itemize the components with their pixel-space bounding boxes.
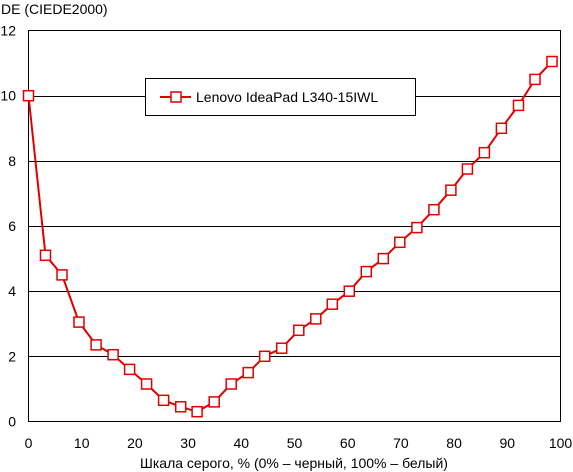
y-axis-title: DE (CIEDE2000) xyxy=(1,1,108,17)
x-tick-label: 90 xyxy=(500,435,516,451)
data-point xyxy=(495,122,508,135)
y-tick-label: 12 xyxy=(0,23,16,39)
data-point xyxy=(123,363,136,376)
y-tick-label: 6 xyxy=(8,218,16,234)
data-point xyxy=(258,350,271,363)
x-tick-label: 70 xyxy=(393,435,409,451)
series-group xyxy=(22,55,558,418)
y-tick-label: 8 xyxy=(8,153,16,169)
y-tick-labels: 0 2 4 6 8 10 12 xyxy=(0,23,16,430)
y-tick-label: 0 xyxy=(8,414,16,430)
data-point xyxy=(208,396,220,408)
x-tick-label: 80 xyxy=(446,435,462,451)
data-point xyxy=(310,313,322,325)
data-point xyxy=(242,366,254,379)
data-point xyxy=(377,252,390,265)
x-tick-label: 20 xyxy=(127,435,143,451)
data-point xyxy=(529,73,541,86)
data-point xyxy=(512,99,525,112)
data-point xyxy=(174,401,187,413)
legend-label: Lenovo IdeaPad L340-15IWL xyxy=(196,89,378,105)
data-point xyxy=(225,378,237,390)
data-point xyxy=(157,394,170,407)
data-point xyxy=(411,221,423,234)
data-point xyxy=(360,265,373,278)
data-point xyxy=(293,324,305,337)
data-point xyxy=(326,298,339,310)
data-point xyxy=(73,316,85,328)
data-point xyxy=(22,89,35,102)
x-tick-labels: 0 10 20 30 40 50 60 70 80 90 100 xyxy=(25,435,573,451)
data-point xyxy=(445,184,457,196)
x-tick-label: 50 xyxy=(287,435,303,451)
data-point xyxy=(343,285,356,297)
grid-lines xyxy=(28,96,561,357)
x-tick-label: 0 xyxy=(25,435,33,451)
data-point xyxy=(275,342,288,354)
data-point xyxy=(140,378,153,390)
data-point xyxy=(546,55,558,68)
data-point xyxy=(428,203,440,216)
data-point xyxy=(461,163,474,175)
plot-area-frame xyxy=(28,30,561,422)
x-tick-label: 100 xyxy=(549,435,573,451)
data-point xyxy=(90,339,102,351)
x-tick-label: 60 xyxy=(340,435,356,451)
x-tick-label: 40 xyxy=(234,435,250,451)
data-point xyxy=(56,269,68,281)
legend-marker-swatch xyxy=(170,91,182,103)
x-axis-title: Шкала серого, % (0% – черный, 100% – бел… xyxy=(140,455,448,471)
legend: Lenovo IdeaPad L340-15IWL xyxy=(145,78,416,116)
x-tick-label: 10 xyxy=(74,435,90,451)
data-point xyxy=(107,348,119,361)
y-tick-label: 2 xyxy=(8,348,16,364)
data-point xyxy=(39,249,52,262)
data-point xyxy=(191,405,203,418)
y-tick-label: 4 xyxy=(8,283,16,299)
y-tick-label: 10 xyxy=(0,88,16,104)
x-tick-label: 30 xyxy=(180,435,196,451)
data-point xyxy=(394,236,406,249)
data-point xyxy=(478,146,491,159)
